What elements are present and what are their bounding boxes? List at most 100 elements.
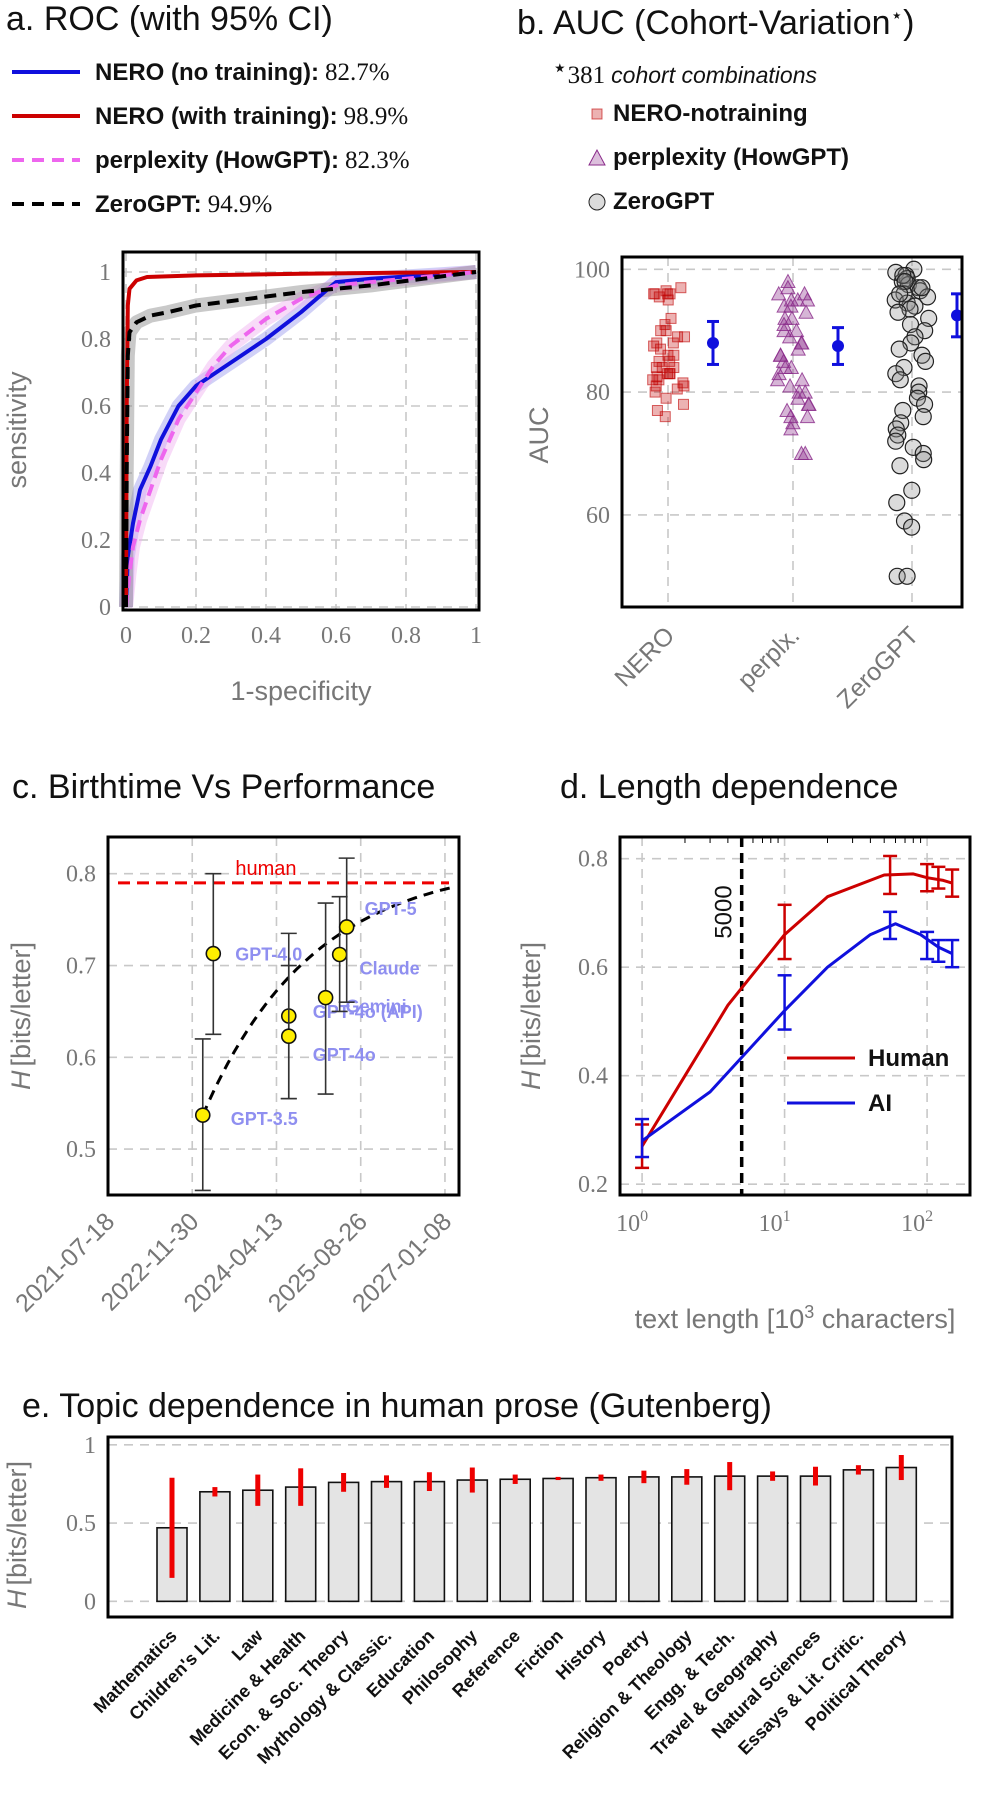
model-point xyxy=(280,1028,297,1044)
scatter-point xyxy=(915,395,934,413)
scatter-point xyxy=(798,304,814,319)
legend-entry: NERO (no training): 82.7% xyxy=(95,59,390,86)
panel-d-length: d. Length dependence 5000 Human AI 0.2 0.4 0… xyxy=(516,768,972,1334)
y-tick-label: 60 xyxy=(586,503,610,529)
threshold-label: 5000 xyxy=(711,885,738,938)
panel-e-frame xyxy=(106,1435,954,1619)
model-point xyxy=(205,945,222,962)
scatter-point xyxy=(649,386,661,398)
model-label: GPT-5 xyxy=(365,899,417,919)
scatter-point xyxy=(891,371,909,389)
scatter-point xyxy=(780,279,796,295)
panel-d-frame xyxy=(618,835,972,1197)
panel-a-roc: a. ROC (with 95% CI) NERO (no training):… xyxy=(2,0,482,706)
y-tick-label: 0.8 xyxy=(81,327,111,353)
scatter-point xyxy=(888,494,906,512)
scatter-point xyxy=(664,355,676,367)
scatter-point xyxy=(793,334,810,350)
scatter-point xyxy=(776,322,792,338)
scatter-point xyxy=(660,392,672,404)
scatter-point xyxy=(898,567,916,585)
topic-bar xyxy=(456,1479,489,1603)
y-tick-label: 0 xyxy=(99,595,111,621)
scatter-point xyxy=(777,359,794,375)
scatter-point xyxy=(797,384,814,399)
model-label: GPT-4.0 xyxy=(235,945,302,965)
model-point xyxy=(338,919,355,935)
y-tick-label: 100 xyxy=(574,257,610,283)
scatter-point xyxy=(677,398,689,410)
scatter-point xyxy=(793,445,810,460)
x-tick-label: 0.6 xyxy=(321,623,351,649)
length-line-ai xyxy=(641,922,953,1143)
legend-entry: perplexity (HowGPT) xyxy=(613,144,849,171)
topic-bar xyxy=(799,1475,832,1603)
scatter-point xyxy=(904,438,922,456)
length-line-human xyxy=(640,872,953,1147)
topic-bar xyxy=(670,1476,703,1603)
scatter-point xyxy=(903,481,921,499)
scatter-point xyxy=(671,383,683,395)
y-tick-label: 0.6 xyxy=(578,955,608,981)
scatter-point xyxy=(796,285,813,301)
scatter-point xyxy=(914,444,932,463)
scatter-point xyxy=(659,411,671,423)
legend-entry: AI xyxy=(868,1090,892,1117)
scatter-point xyxy=(678,380,690,392)
panel-a-title: a. ROC (with 95% CI) xyxy=(6,0,333,38)
model-point xyxy=(194,1107,211,1123)
topic-bar xyxy=(542,1477,574,1603)
y-tick-label: 0.8 xyxy=(66,862,96,888)
scatter-point xyxy=(662,294,674,306)
y-tick-label: 0.7 xyxy=(66,954,96,980)
topic-bar xyxy=(370,1480,403,1603)
scatter-point xyxy=(895,512,914,530)
topic-bar xyxy=(756,1475,789,1603)
panel-d-ylabel: H [bits/letter] xyxy=(516,942,546,1090)
scatter-point xyxy=(651,337,663,349)
scatter-point xyxy=(660,325,672,337)
scatter-point xyxy=(903,518,921,536)
panel-e-title: e. Topic dependence in human prose (Gute… xyxy=(22,1387,772,1425)
topic-bar xyxy=(284,1486,317,1603)
x-tick-label: 0 xyxy=(120,623,132,649)
panel-b-frame xyxy=(620,255,964,609)
scatter-point xyxy=(918,288,937,306)
summary-mean xyxy=(951,309,963,322)
y-tick-label: 1 xyxy=(84,1433,96,1459)
topic-bar xyxy=(413,1480,446,1603)
ci-band-0 xyxy=(119,265,477,608)
x-tick-label: 0.2 xyxy=(181,623,211,649)
scatter-point xyxy=(664,368,676,380)
roc-line-0 xyxy=(124,270,477,608)
y-tick-label: 0.5 xyxy=(66,1137,96,1163)
y-tick-label: 80 xyxy=(586,380,610,406)
panel-c-ylabel: H [bits/letter] xyxy=(6,942,36,1090)
scatter-point xyxy=(908,389,927,407)
scatter-point xyxy=(662,349,674,361)
y-tick-label: 0.4 xyxy=(578,1064,608,1090)
panel-e-ylabel: H [bits/letter] xyxy=(2,1461,32,1609)
legend-marker xyxy=(588,148,606,166)
scatter-point xyxy=(647,374,659,386)
ci-band-2 xyxy=(119,265,477,608)
model-label: GPT-4o xyxy=(313,1045,376,1065)
scatter-point xyxy=(887,432,905,450)
roc-line-1 xyxy=(124,270,477,608)
panel-d-title: d. Length dependence xyxy=(560,768,898,806)
panel-b-title: b. AUC (Cohort-Variation⋆) xyxy=(517,4,914,42)
scatter-point xyxy=(891,457,909,475)
category-label: ZeroGPT xyxy=(832,621,924,713)
scatter-point xyxy=(648,340,660,352)
x-tick-label: 0.8 xyxy=(391,623,421,649)
scatter-point xyxy=(668,349,680,361)
y-tick-label: 0.5 xyxy=(66,1511,96,1537)
panel-c-title: c. Birthtime Vs Performance xyxy=(12,768,435,806)
scatter-point xyxy=(653,291,665,303)
scatter-point xyxy=(770,285,787,301)
category-label: perplx. xyxy=(732,621,805,694)
scatter-point xyxy=(789,291,806,307)
roc-line-2 xyxy=(124,270,477,608)
panel-c-frame xyxy=(106,835,461,1197)
y-tick-label: 0.6 xyxy=(81,394,111,420)
